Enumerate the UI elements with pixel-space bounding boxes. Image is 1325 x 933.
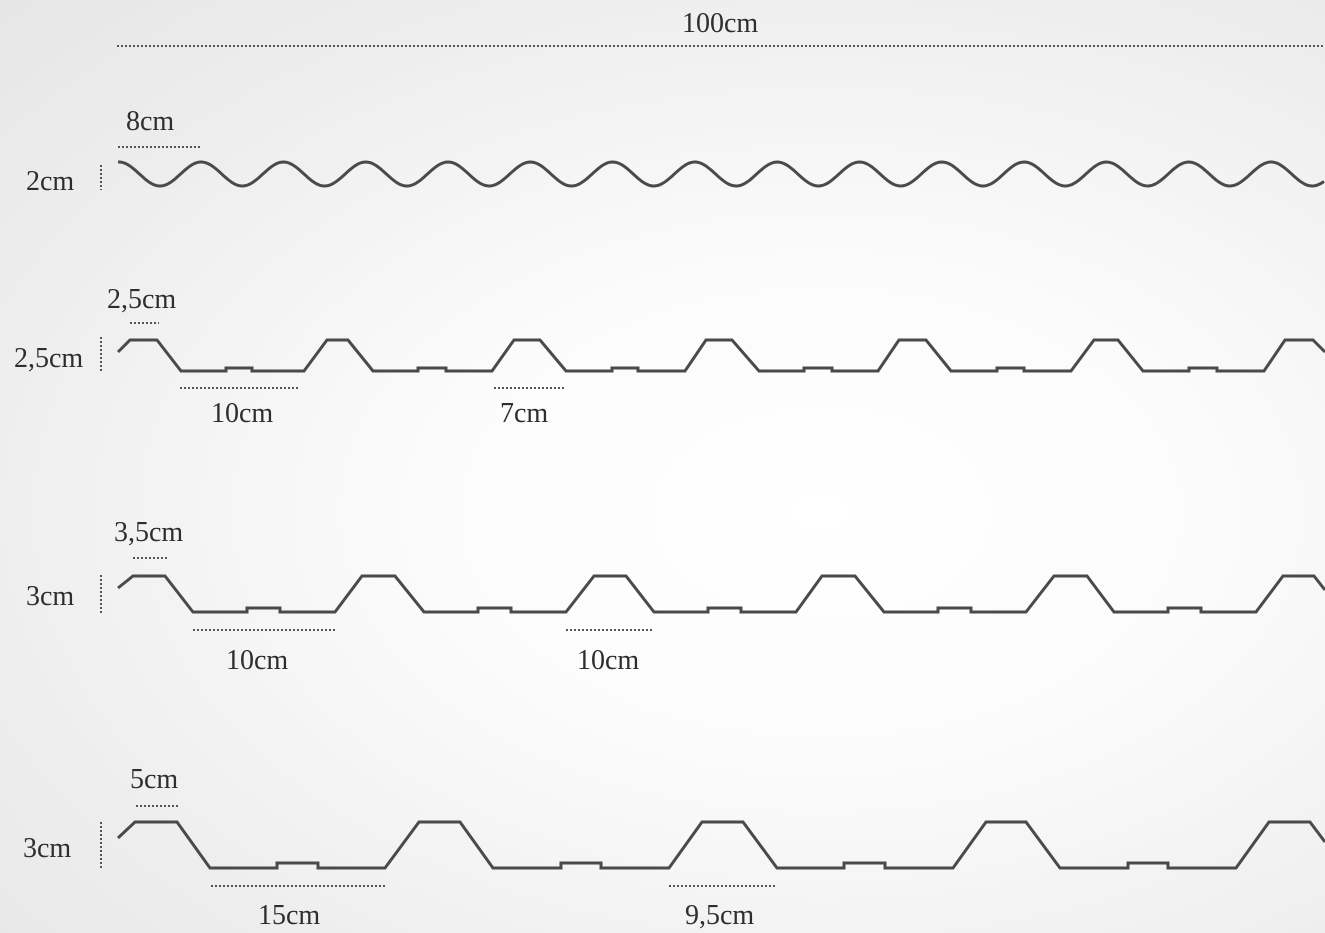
profile3-height-label: 3cm bbox=[26, 581, 75, 612]
profile4-shape bbox=[116, 820, 1325, 870]
profile4-height-label: 3cm bbox=[23, 833, 72, 864]
profile4-top-label: 5cm bbox=[130, 764, 179, 795]
profile3-shape bbox=[117, 574, 1325, 614]
profile3-top-label: 3,5cm bbox=[114, 517, 184, 548]
wave-profile bbox=[118, 160, 1325, 188]
profile3-pitch-label: 10cm bbox=[577, 645, 640, 676]
profile2-top-label: 2,5cm bbox=[107, 284, 177, 315]
profile4-pitch-label: 9,5cm bbox=[685, 900, 755, 931]
profile2-shape bbox=[116, 338, 1325, 373]
profile4-valley-label: 15cm bbox=[258, 900, 321, 931]
wave-height-label: 2cm bbox=[26, 166, 75, 197]
total-width-label: 100cm bbox=[682, 8, 759, 39]
wave-pitch-label: 8cm bbox=[126, 106, 175, 137]
profile2-height-label: 2,5cm bbox=[14, 343, 84, 374]
profile2-pitch-label: 7cm bbox=[500, 398, 549, 429]
profile2-valley-label: 10cm bbox=[211, 398, 274, 429]
profile3-valley-label: 10cm bbox=[226, 645, 289, 676]
